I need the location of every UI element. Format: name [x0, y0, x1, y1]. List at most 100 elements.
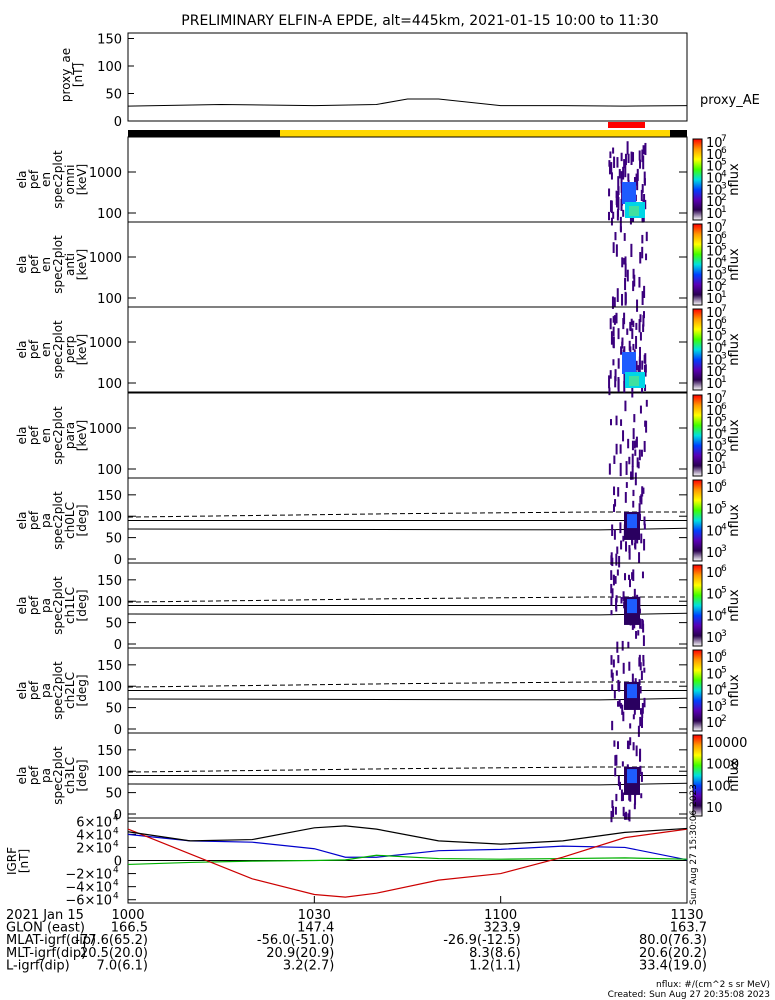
spectrogram-pixel: [617, 655, 620, 664]
colorbar-label: nflux: [727, 504, 742, 537]
colorbar-tick-label: 10: [706, 481, 723, 496]
pa-colorbar: [692, 479, 703, 562]
spectrogram-pixel: [643, 194, 646, 206]
spectrogram-pixel: [610, 162, 613, 173]
spectrogram-pixel: [640, 670, 643, 681]
spectrogram-pixel: [634, 449, 637, 456]
igrf-tick-label: 4×10: [76, 828, 112, 843]
spectrogram-pixel: [632, 742, 635, 751]
spectrogram-pixel: [611, 296, 614, 309]
energy-colorbar: [692, 223, 703, 306]
spectrogram-pixel: [615, 793, 618, 802]
spectrogram-pixel: [641, 184, 644, 193]
spectrogram-pixel: [619, 781, 622, 790]
colorbar-tick-exponent: 1: [721, 290, 727, 300]
pa-tick-label: 0: [114, 723, 122, 738]
spectrogram-pixel: [631, 440, 634, 451]
spectrogram-pixel: [639, 405, 642, 414]
colorbar-tick-label: 10: [706, 207, 723, 222]
energy-panel-ylabel-line: en: [39, 172, 53, 187]
colorbar-tick-exponent: 2: [721, 714, 727, 724]
spectrogram-pixel: [625, 482, 628, 488]
colorbar-tick-label: 10000: [706, 736, 747, 751]
spectrogram-pixel: [640, 496, 643, 505]
spectrogram-pixel: [635, 322, 638, 330]
spectrogram-pixel: [643, 285, 646, 298]
spectrogram-pixel: [617, 197, 620, 211]
spectrogram-pixel: [615, 598, 618, 609]
colorbar-tick-label: 10: [706, 588, 723, 603]
ephemeris-value: 33.4(19.0): [639, 958, 707, 973]
spectrogram-pixel: [642, 623, 645, 633]
colorbar-label-text: nflux: [727, 674, 742, 707]
spectrogram-pixel: [634, 794, 637, 805]
spectrogram-pixel: [613, 529, 616, 540]
energy-tick-label: 100: [97, 207, 122, 222]
spectrogram-pixel: [614, 499, 617, 507]
spectrogram-pixel: [609, 370, 612, 379]
spectrogram-pixel: [641, 246, 644, 259]
energy-tick-label: 100: [97, 292, 122, 307]
colorbar-tick-label: 10: [706, 233, 723, 248]
spectrogram-pixel: [638, 552, 641, 563]
spectrogram-pixel: [612, 806, 615, 817]
spectrogram-pixel: [645, 253, 648, 261]
spectrogram-pixel: [619, 702, 622, 709]
spectrogram-pixel: [616, 191, 619, 202]
pa-panel-ylabel-line: ch1LC: [63, 587, 77, 624]
spectrogram-pixel: [615, 553, 618, 566]
ephemeris-value: 20.5(20.0): [80, 946, 148, 961]
ephemeris-value: 20.6(20.2): [639, 946, 707, 961]
colorbar-tick-exponent: 4: [721, 170, 727, 180]
spectrogram-pixel: [638, 150, 641, 161]
colorbar-label: nflux: [727, 759, 742, 792]
spectrogram-pixel: [629, 579, 632, 588]
pa-tick-label: 150: [97, 489, 122, 504]
pa-tick-label: 0: [114, 553, 122, 568]
spectrogram-pixel: [610, 610, 613, 616]
spectrogram-pixel: [610, 583, 613, 594]
spectrogram-pixel: [617, 487, 620, 497]
spectrogram-pixel: [617, 679, 620, 692]
spectrogram-pixel: [622, 591, 625, 600]
igrf-tick-label: −4×10: [65, 881, 112, 896]
spectrogram-pixel: [615, 190, 618, 198]
bar-segment-black-left: [128, 130, 280, 137]
igrf-ylabel-line: [nT]: [17, 849, 31, 873]
spectrogram-pixel: [614, 767, 617, 777]
colorbar-tick-exponent: 3: [721, 437, 727, 447]
igrf-bmag-line: [127, 825, 688, 845]
spectrogram-pixel: [638, 657, 641, 667]
colorbar-tick-label: 10: [706, 342, 723, 357]
spectrogram-pixel: [640, 793, 643, 799]
spectrogram-pixel: [612, 504, 615, 512]
energy-panel-ylabel-line: spec2plot: [51, 150, 65, 209]
spectrogram-pixel: [620, 789, 623, 802]
colorbar-label: nflux: [727, 333, 742, 366]
spectrogram-pixel: [632, 268, 635, 279]
spectrogram-pixel: [617, 328, 620, 340]
colorbar-tick-label: 10: [706, 546, 723, 561]
spectrogram-pixel: [641, 291, 644, 305]
energy-panel-ylabel-line: ela: [15, 255, 29, 273]
ephemeris-value: 163.7: [670, 921, 707, 936]
colorbar-tick-label: 10: [706, 609, 723, 624]
colorbar-label-text: nflux: [727, 419, 742, 452]
igrf-bz-line: [127, 828, 688, 898]
spectrogram-pixel: [628, 661, 631, 671]
colorbar-tick-exponent: 4: [721, 255, 727, 265]
pa-panel-ylabel-line: ch3LC: [63, 757, 77, 794]
spectrogram-pixel: [639, 765, 642, 775]
energy-panel-ylabel-line: [keV]: [75, 164, 89, 195]
spectrogram-pixel: [613, 156, 616, 168]
pa-panel-ylabel-line: spec2plot: [51, 576, 65, 635]
spectrogram-pixel: [623, 812, 626, 820]
spectrogram-pixel: [610, 669, 613, 678]
spectrogram-pixel: [620, 597, 623, 604]
spectrogram-pixel: [630, 471, 633, 480]
spectrogram-pixel: [616, 569, 619, 576]
